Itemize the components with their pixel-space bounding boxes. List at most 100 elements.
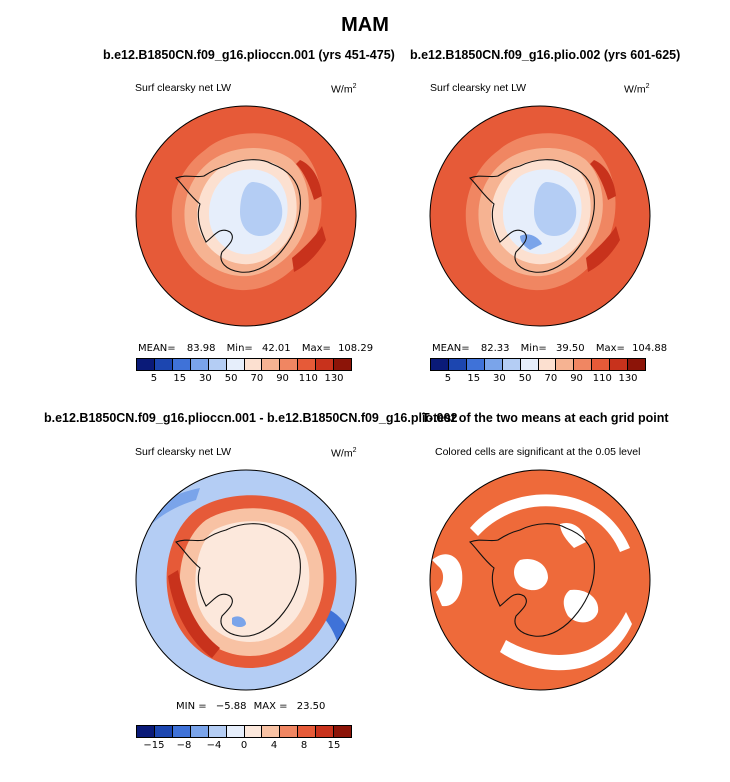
- colorbar-swatch: [171, 726, 190, 737]
- colorbar-swatch: [225, 726, 244, 737]
- colorbar-tick-label: 15: [327, 740, 341, 751]
- colorbar-swatch: [137, 726, 154, 737]
- panel-2-hot-south: [586, 226, 620, 272]
- colorbar-tick-label: 15: [173, 373, 187, 384]
- colorbar-tick-label: 4: [270, 740, 278, 751]
- colorbar-tick-label: 50: [518, 373, 532, 384]
- panel-3-title: b.e12.B1850CN.f09_g16.plioccn.001 - b.e1…: [44, 411, 458, 425]
- colorbar-tick-label: 5: [444, 373, 452, 384]
- panel-1-antarctica-outline: [175, 159, 301, 273]
- panel-3-cold-spot: [232, 616, 246, 627]
- panel-2-antarctica-outline: [469, 159, 595, 273]
- panel-3-units: W/m2: [331, 447, 357, 460]
- panel-3-colorbar-bar: [136, 725, 352, 738]
- panel-2-cold-patch: [520, 234, 542, 250]
- panel-4-antarctica-outline: [469, 523, 595, 637]
- panel-2-colorbar-ticks: 5 15 30 50 70 90 110 130: [430, 371, 646, 385]
- colorbar-swatch: [207, 726, 226, 737]
- colorbar-swatch: [431, 359, 448, 370]
- panel-1-subtitle: Surf clearsky net LW: [135, 82, 232, 94]
- colorbar-swatch: [609, 359, 628, 370]
- panel-1-colorbar-bar: [136, 358, 352, 371]
- colorbar-swatch: [555, 359, 574, 370]
- colorbar-tick-label: −8: [176, 740, 192, 751]
- panel-4-nonsig-ring-south: [500, 612, 632, 671]
- colorbar-swatch: [153, 726, 172, 737]
- colorbar-swatch: [225, 359, 244, 370]
- colorbar-swatch: [171, 359, 190, 370]
- colorbar-tick-label: 0: [240, 740, 248, 751]
- colorbar-swatch: [137, 359, 154, 370]
- panel-2-title: b.e12.B1850CN.f09_g16.plio.002 (yrs 601-…: [410, 48, 681, 62]
- panel-1-max-value: 108.29: [338, 343, 374, 354]
- panel-1-mean-value: 83.98: [186, 343, 216, 354]
- panel-1-stats: MEAN= 83.98 Min= 42.01 Max= 108.29: [138, 343, 374, 354]
- colorbar-tick-label: 110: [298, 373, 318, 384]
- panel-2-colorbar: 5 15 30 50 70 90 110 130: [430, 358, 646, 385]
- colorbar-swatch: [207, 359, 226, 370]
- colorbar-tick-label: 8: [300, 740, 308, 751]
- colorbar-swatch: [279, 359, 298, 370]
- panel-4-nonsig-west: [432, 554, 463, 607]
- panel-2-stats: MEAN= 82.33 Min= 39.50 Max= 104.88: [432, 343, 668, 354]
- colorbar-swatch: [333, 726, 352, 737]
- colorbar-swatch: [243, 359, 262, 370]
- panel-2-map-border: [429, 105, 651, 327]
- panel-3-map-border: [135, 469, 357, 691]
- colorbar-tick-label: 30: [493, 373, 506, 384]
- colorbar-swatch: [243, 726, 262, 737]
- panel-3-cool-north: [140, 488, 200, 530]
- panel-1-hot-east: [296, 160, 322, 200]
- colorbar-swatch: [297, 359, 316, 370]
- panel-2-min-value: 39.50: [555, 343, 585, 354]
- colorbar-tick-label: 130: [618, 373, 638, 384]
- panel-2-colorbar-bar: [430, 358, 646, 371]
- panel-3-colorbar: −15 −8 −4 0 4 8 15: [136, 725, 352, 752]
- panel-2-hot-east: [590, 160, 616, 200]
- colorbar-tick-label: 90: [570, 373, 583, 384]
- panel-1-min-value: 42.01: [261, 343, 291, 354]
- panel-4-nonsig-ring-north: [470, 494, 630, 552]
- colorbar-swatch: [465, 359, 484, 370]
- panel-4-nonsig-interior-1: [560, 522, 586, 548]
- panel-1-units: W/m2: [331, 83, 357, 96]
- panel-4-nonsig-interior-2: [514, 558, 548, 591]
- colorbar-swatch: [591, 359, 610, 370]
- colorbar-swatch: [189, 726, 208, 737]
- panel-3-continent-field: [195, 521, 310, 642]
- colorbar-swatch: [153, 359, 172, 370]
- colorbar-swatch: [261, 359, 280, 370]
- panel-1-hot-south: [292, 226, 326, 272]
- colorbar-swatch: [333, 359, 352, 370]
- figure-title: MAM: [341, 14, 389, 36]
- colorbar-tick-label: 30: [199, 373, 212, 384]
- panel-1-map-border: [135, 105, 357, 327]
- colorbar-swatch: [537, 359, 556, 370]
- colorbar-swatch: [573, 359, 592, 370]
- colorbar-swatch: [297, 726, 316, 737]
- colorbar-tick-label: −4: [206, 740, 222, 751]
- colorbar-swatch: [315, 359, 334, 370]
- panel-3-min-value: −5.88: [215, 701, 247, 712]
- panel-1-title: b.e12.B1850CN.f09_g16.plioccn.001 (yrs 4…: [103, 48, 395, 62]
- colorbar-swatch: [189, 359, 208, 370]
- panel-1-interior-cold: [240, 182, 283, 236]
- colorbar-tick-label: 5: [150, 373, 158, 384]
- colorbar-tick-label: 70: [250, 373, 264, 384]
- panel-2-max-value: 104.88: [632, 343, 668, 354]
- panel-2-mean-value: 82.33: [480, 343, 510, 354]
- panel-2-subtitle: Surf clearsky net LW: [430, 82, 527, 94]
- colorbar-swatch: [447, 359, 466, 370]
- panel-3-antarctica-outline: [175, 523, 301, 637]
- colorbar-swatch: [627, 359, 646, 370]
- colorbar-tick-label: 15: [467, 373, 481, 384]
- panel-3-stats: MIN = −5.88 MAX = 23.50: [176, 701, 326, 712]
- colorbar-tick-label: 90: [276, 373, 289, 384]
- colorbar-tick-label: 130: [324, 373, 344, 384]
- panel-3-subtitle: Surf clearsky net LW: [135, 446, 232, 458]
- colorbar-swatch: [279, 726, 298, 737]
- panel-4-map-border: [429, 469, 651, 691]
